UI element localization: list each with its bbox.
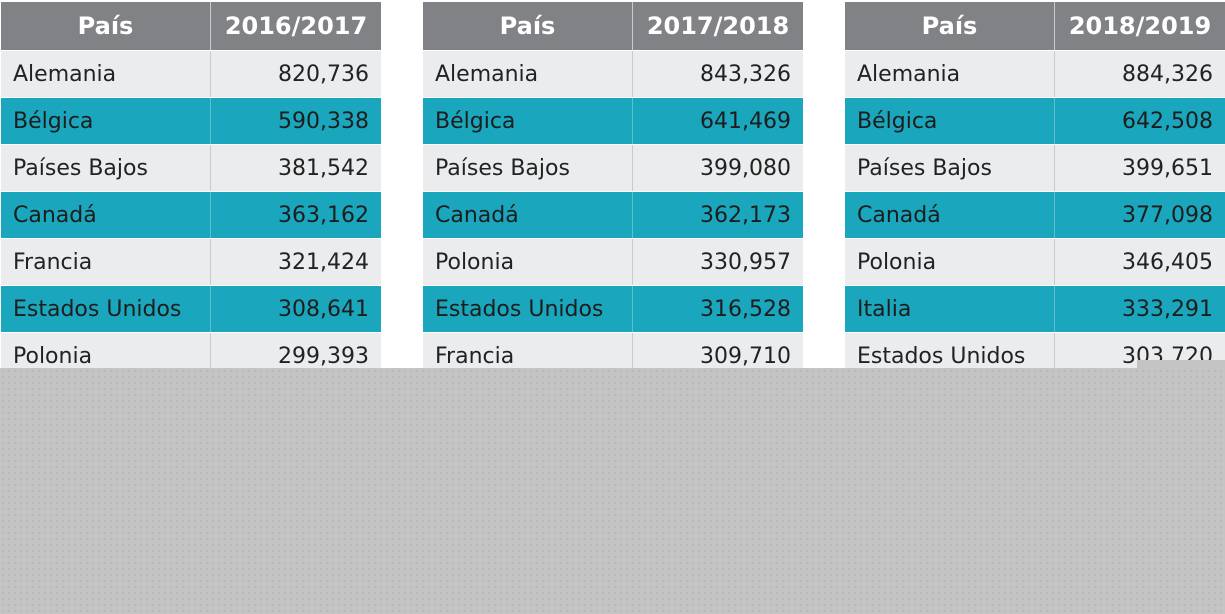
cell-country: Canadá — [845, 192, 1055, 238]
table-row: Polonia 346,405 — [845, 238, 1225, 285]
table-row: Canadá 377,098 — [845, 191, 1225, 238]
cell-country: Bélgica — [1, 98, 211, 144]
cell-country: Canadá — [1, 192, 211, 238]
cell-country: Francia — [423, 333, 633, 379]
cell-country: Alemania — [845, 51, 1055, 97]
header-country: País — [423, 2, 633, 50]
cell-value: 820,736 — [278, 61, 369, 87]
cell-value: 362,173 — [700, 202, 791, 228]
cell-value: 642,508 — [1122, 108, 1213, 134]
cell-value: 308,641 — [278, 296, 369, 322]
cell-value: 641,469 — [700, 108, 791, 134]
table-row: Polonia 330,957 — [423, 238, 803, 285]
cell-value: 843,326 — [700, 61, 791, 87]
header-period: 2018/2019 — [1068, 12, 1212, 40]
table-header: País 2017/2018 — [423, 2, 803, 50]
cell-value: 590,338 — [278, 108, 369, 134]
cell-country: Alemania — [423, 51, 633, 97]
cell-country: Polonia — [423, 239, 633, 285]
cell-country: Francia — [1, 239, 211, 285]
cell-value: 321,424 — [278, 249, 369, 275]
cell-value: 333,291 — [1122, 296, 1213, 322]
cell-country: Estados Unidos — [1, 286, 211, 332]
table-row: Bélgica 641,469 — [423, 97, 803, 144]
table-row: Francia 321,424 — [1, 238, 381, 285]
header-country: País — [845, 2, 1055, 50]
cell-country: Polonia — [845, 239, 1055, 285]
table-row: Alemania 843,326 — [423, 50, 803, 97]
cell-country: Países Bajos — [845, 145, 1055, 191]
cell-country: Canadá — [423, 192, 633, 238]
overlay-notch — [1137, 360, 1225, 370]
cell-country: Estados Unidos — [423, 286, 633, 332]
cell-value: 330,957 — [700, 249, 791, 275]
header-period: 2017/2018 — [646, 12, 790, 40]
table-2018-2019: País 2018/2019 Alemania 884,326 Bélgica … — [845, 2, 1225, 379]
cell-value: 399,651 — [1122, 155, 1213, 181]
table-row: Canadá 363,162 — [1, 191, 381, 238]
header-period: 2016/2017 — [224, 12, 368, 40]
cell-value: 316,528 — [700, 296, 791, 322]
cell-country: Bélgica — [845, 98, 1055, 144]
table-header: País 2018/2019 — [845, 2, 1225, 50]
table-row: Alemania 884,326 — [845, 50, 1225, 97]
table-row: Bélgica 642,508 — [845, 97, 1225, 144]
cell-value: 299,393 — [278, 343, 369, 369]
table-row: Bélgica 590,338 — [1, 97, 381, 144]
cell-value: 377,098 — [1122, 202, 1213, 228]
table-row: Estados Unidos 316,528 — [423, 285, 803, 332]
cell-country: Bélgica — [423, 98, 633, 144]
cell-value: 399,080 — [700, 155, 791, 181]
cell-value: 884,326 — [1122, 61, 1213, 87]
table-2016-2017: País 2016/2017 Alemania 820,736 Bélgica … — [1, 2, 381, 379]
cell-country: Estados Unidos — [845, 333, 1055, 379]
cell-country: Países Bajos — [423, 145, 633, 191]
cell-value: 346,405 — [1122, 249, 1213, 275]
table-row: Países Bajos 381,542 — [1, 144, 381, 191]
cell-country: Polonia — [1, 333, 211, 379]
table-row: Países Bajos 399,080 — [423, 144, 803, 191]
cell-value: 363,162 — [278, 202, 369, 228]
cell-country: Países Bajos — [1, 145, 211, 191]
cell-value: 309,710 — [700, 343, 791, 369]
gray-overlay-panel — [0, 368, 1225, 614]
table-row: Italia 333,291 — [845, 285, 1225, 332]
tables-area: País 2016/2017 Alemania 820,736 Bélgica … — [1, 2, 1225, 379]
table-row: Alemania 820,736 — [1, 50, 381, 97]
table-row: Canadá 362,173 — [423, 191, 803, 238]
table-row: Estados Unidos 308,641 — [1, 285, 381, 332]
cell-value: 381,542 — [278, 155, 369, 181]
table-2017-2018: País 2017/2018 Alemania 843,326 Bélgica … — [423, 2, 803, 379]
cell-country: Italia — [845, 286, 1055, 332]
header-country: País — [1, 2, 211, 50]
table-row: Países Bajos 399,651 — [845, 144, 1225, 191]
cell-country: Alemania — [1, 51, 211, 97]
table-header: País 2016/2017 — [1, 2, 381, 50]
